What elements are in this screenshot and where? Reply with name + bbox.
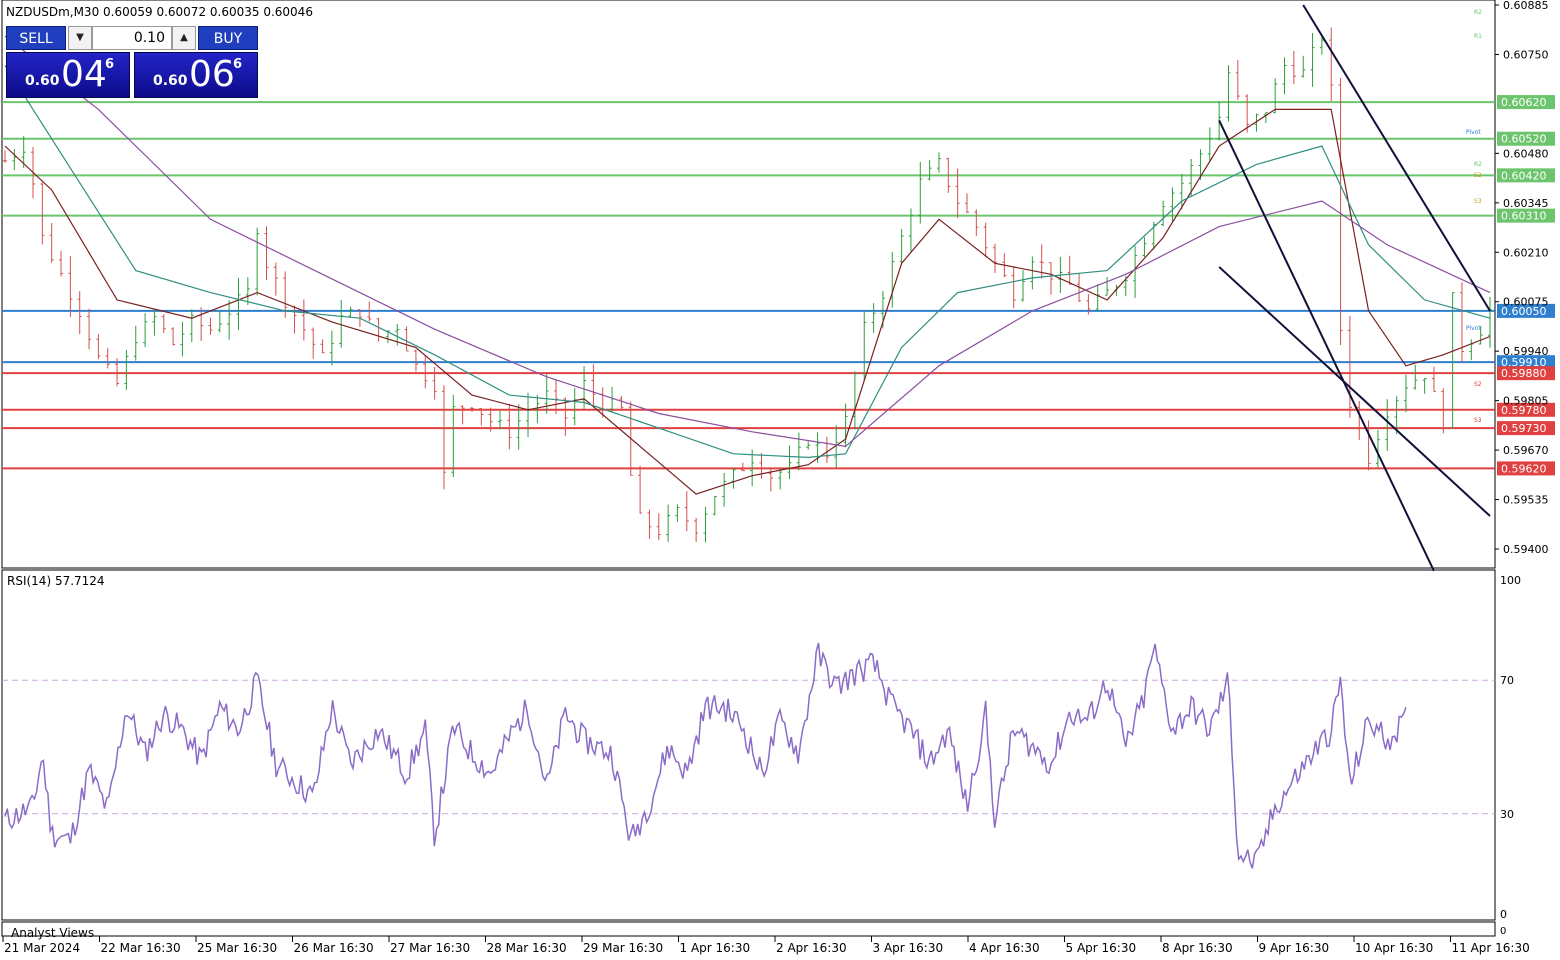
- pivot-text-r2-top: R2: [1474, 9, 1482, 16]
- rsi-line: [4, 642, 1407, 869]
- pivot-text-s3-low: S3: [1474, 417, 1482, 424]
- level-label-1: 0.60520: [1501, 133, 1547, 146]
- candles: [3, 27, 1492, 543]
- level-label-2: 0.60420: [1501, 169, 1547, 182]
- symbol-header: NZDUSDm,M30 0.60059 0.60072 0.60035 0.60…: [6, 5, 313, 19]
- pivot-text-pivot-low: Pivot: [1466, 325, 1481, 332]
- channel-upper-line: [1302, 4, 1491, 312]
- volume-input[interactable]: 0.10: [92, 26, 172, 50]
- price-tick-label-3: 0.60345: [1503, 197, 1549, 210]
- level-label-6: 0.59880: [1501, 367, 1547, 380]
- level-tag-1: [1497, 131, 1555, 146]
- buy-price-button[interactable]: 0.60 06 6: [134, 52, 258, 98]
- level-tag-0: [1497, 95, 1555, 110]
- level-tag-4: [1497, 303, 1555, 318]
- time-tick-label-1: 22 Mar 16:30: [101, 941, 181, 955]
- pivot-text-s2-mid: S2: [1474, 172, 1482, 179]
- moving-averages: [4, 35, 1491, 495]
- pivot-text-s3-mid: S3: [1474, 198, 1482, 205]
- price-tick-label-9: 0.59535: [1503, 494, 1549, 507]
- time-tick-label-12: 8 Apr 16:30: [1162, 941, 1233, 955]
- rsi-tick-label-2: 30: [1500, 808, 1514, 821]
- rsi-tick-label-0: 100: [1500, 574, 1521, 587]
- time-tick-label-11: 5 Apr 16:30: [1066, 941, 1137, 955]
- volume-increase-button[interactable]: ▲: [172, 26, 196, 50]
- time-tick-label-13: 9 Apr 16:30: [1259, 941, 1330, 955]
- time-tick-label-14: 10 Apr 16:30: [1355, 941, 1433, 955]
- pivot-text-pivot: Pivot: [1466, 129, 1481, 136]
- buy-button[interactable]: BUY: [198, 26, 258, 50]
- time-tick-label-4: 27 Mar 16:30: [390, 941, 470, 955]
- level-label-9: 0.59620: [1501, 462, 1547, 475]
- time-tick-label-8: 2 Apr 16:30: [776, 941, 847, 955]
- price-panel-frame: [1, 0, 1496, 569]
- channel-lower-a-line: [1218, 119, 1435, 572]
- trend-channel: [1218, 4, 1491, 572]
- analyst-views-label: Analyst Views: [11, 926, 94, 940]
- price-tick-label-5: 0.60075: [1503, 296, 1549, 309]
- level-tag-5: [1497, 355, 1555, 370]
- time-tick-label-7: 1 Apr 16:30: [680, 941, 751, 955]
- price-tick-label-1: 0.60750: [1503, 48, 1549, 61]
- analyst-zero-label: 0: [1500, 926, 1506, 937]
- rsi-panel-frame: [1, 569, 1496, 921]
- level-tag-3: [1497, 208, 1555, 223]
- rsi-tick-label-3: 0: [1500, 908, 1507, 921]
- level-label-8: 0.59730: [1501, 422, 1547, 435]
- price-tick-label-10: 0.59400: [1503, 543, 1549, 556]
- price-tick-label-0: 0.60885: [1503, 0, 1549, 12]
- analyst-panel-frame: [1, 921, 1496, 937]
- time-tick-label-10: 4 Apr 16:30: [969, 941, 1040, 955]
- time-tick-label-3: 26 Mar 16:30: [294, 941, 374, 955]
- rsi-tick-label-1: 70: [1500, 674, 1514, 687]
- one-click-trading-panel: SELL ▼ 0.10 ▲ BUY 0.60 04 6 0.60 06 6: [6, 26, 258, 98]
- time-tick-label-2: 25 Mar 16:30: [197, 941, 277, 955]
- sell-price-sup: 6: [105, 57, 115, 72]
- time-tick-label-6: 29 Mar 16:30: [583, 941, 663, 955]
- sell-button[interactable]: SELL: [6, 26, 66, 50]
- level-label-5: 0.59910: [1501, 356, 1547, 369]
- level-tag-8: [1497, 421, 1555, 436]
- sell-price-button[interactable]: 0.60 04 6: [6, 52, 130, 98]
- channel-lower-b-line: [1218, 266, 1491, 517]
- price-tick-label-4: 0.60210: [1503, 246, 1549, 259]
- volume-decrease-button[interactable]: ▼: [68, 26, 92, 50]
- pivot-text-s2-low: S2: [1474, 381, 1482, 388]
- pivot-labels: R2 R1 Pivot R2 S2 S3 Pivot S2 S3: [1466, 9, 1482, 424]
- time-tick-label-9: 3 Apr 16:30: [873, 941, 944, 955]
- level-label-4: 0.60050: [1501, 305, 1547, 318]
- ema-mid-line: [4, 65, 1491, 459]
- level-tag-7: [1497, 402, 1555, 417]
- level-label-0: 0.60620: [1501, 96, 1547, 109]
- price-tick-label-6: 0.59940: [1503, 345, 1549, 358]
- pivot-text-r2-mid: R2: [1474, 161, 1482, 168]
- time-tick-label-0: 21 Mar 2024: [4, 941, 80, 955]
- price-tick-label-8: 0.59670: [1503, 444, 1549, 457]
- pivot-text-r1-top: R1: [1474, 33, 1482, 40]
- level-tag-2: [1497, 168, 1555, 183]
- ema-fast-line: [4, 108, 1491, 495]
- buy-price-big: 06: [189, 54, 235, 95]
- sell-price-prefix: 0.60: [25, 73, 60, 89]
- sell-price-big: 04: [61, 54, 107, 95]
- time-tick-label-15: 11 Apr 16:30: [1452, 941, 1530, 955]
- buy-price-sup: 6: [233, 57, 243, 72]
- price-tick-label-2: 0.60480: [1503, 147, 1549, 160]
- rsi-series: 100 70 30 0: [2, 574, 1521, 921]
- horizontal-levels: 0.60620 0.60520 0.60420 0.60310 0.60050 0.599…: [2, 95, 1555, 476]
- time-tick-label-5: 28 Mar 16:30: [487, 941, 567, 955]
- rsi-title: RSI(14) 57.7124: [7, 574, 105, 588]
- buy-price-prefix: 0.60: [153, 73, 188, 89]
- level-label-3: 0.60310: [1501, 210, 1547, 223]
- level-tag-6: [1497, 366, 1555, 381]
- level-tag-9: [1497, 461, 1555, 476]
- level-label-7: 0.59780: [1501, 404, 1547, 417]
- price-tick-label-7: 0.59805: [1503, 395, 1549, 408]
- ema-slow-line: [4, 35, 1491, 448]
